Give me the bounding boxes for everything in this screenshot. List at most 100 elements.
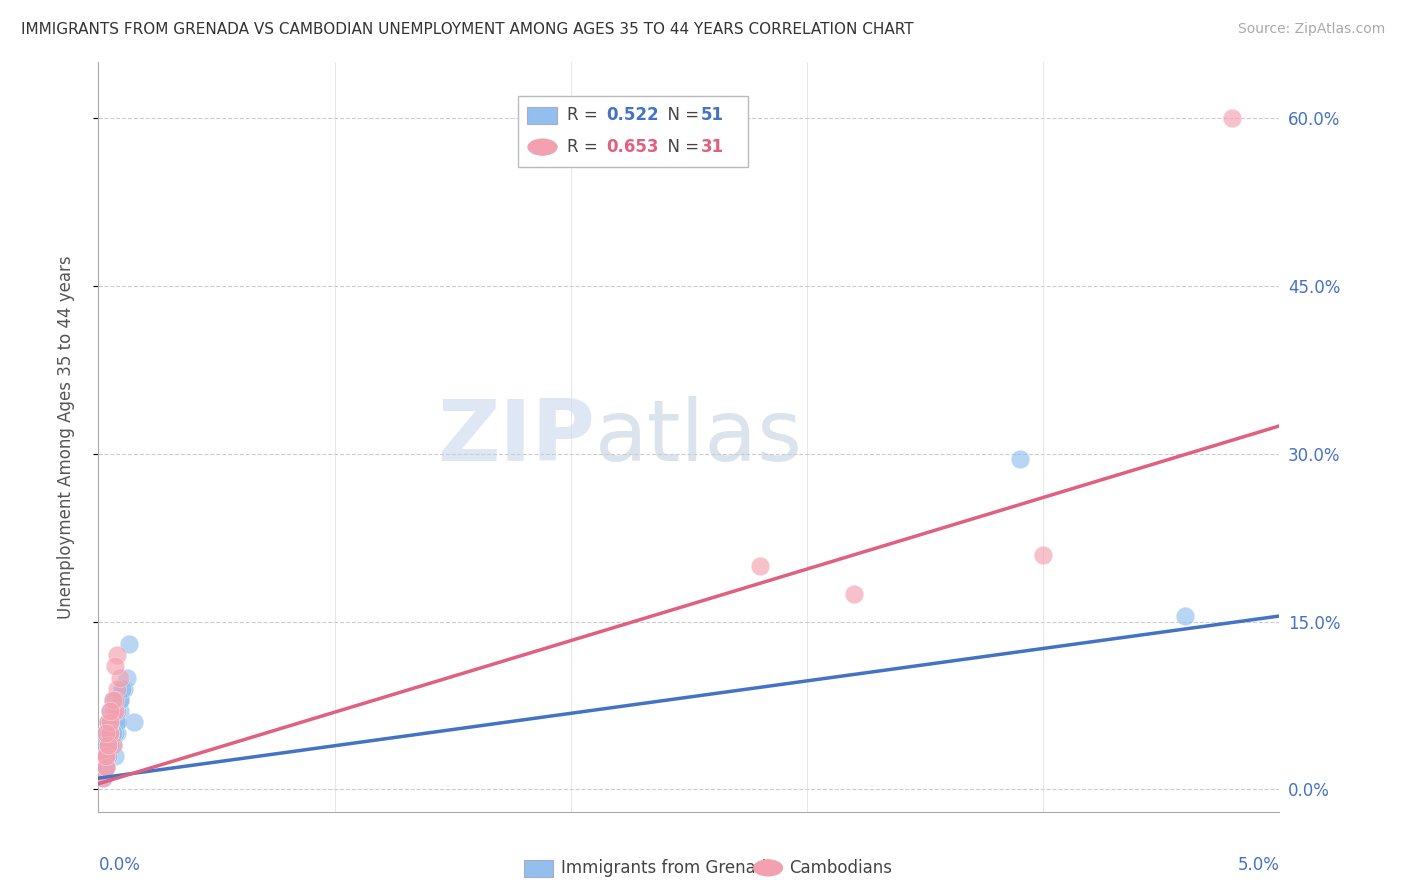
Point bbox=[105, 715, 128, 730]
Point bbox=[97, 738, 120, 752]
Point bbox=[91, 771, 114, 785]
Point bbox=[111, 681, 134, 696]
Point bbox=[1008, 452, 1031, 467]
Text: ZIP: ZIP bbox=[437, 395, 595, 479]
Point bbox=[101, 704, 124, 718]
Point bbox=[748, 558, 770, 573]
Point bbox=[98, 715, 121, 730]
Point bbox=[98, 726, 121, 740]
Y-axis label: Unemployment Among Ages 35 to 44 years: Unemployment Among Ages 35 to 44 years bbox=[56, 255, 75, 619]
Point bbox=[104, 715, 127, 730]
Point bbox=[104, 704, 127, 718]
Point bbox=[105, 704, 128, 718]
Point bbox=[98, 726, 121, 740]
Point bbox=[97, 738, 120, 752]
Point bbox=[118, 637, 141, 651]
Point bbox=[104, 659, 127, 673]
Text: atlas: atlas bbox=[595, 395, 803, 479]
Point bbox=[111, 681, 134, 696]
Text: 31: 31 bbox=[700, 138, 724, 156]
Point bbox=[112, 681, 135, 696]
Point bbox=[94, 760, 117, 774]
Ellipse shape bbox=[754, 860, 783, 876]
Point bbox=[105, 726, 128, 740]
Point bbox=[101, 738, 124, 752]
Point bbox=[97, 748, 120, 763]
Point bbox=[108, 671, 131, 685]
Text: 51: 51 bbox=[700, 106, 724, 124]
Point bbox=[94, 738, 117, 752]
Point bbox=[101, 726, 124, 740]
Point bbox=[101, 704, 124, 718]
FancyBboxPatch shape bbox=[523, 861, 553, 877]
Point bbox=[94, 760, 117, 774]
Point bbox=[97, 738, 120, 752]
Point bbox=[94, 760, 117, 774]
Point bbox=[104, 693, 127, 707]
Text: Cambodians: Cambodians bbox=[789, 859, 893, 877]
Point bbox=[104, 748, 127, 763]
Point bbox=[98, 704, 121, 718]
Point bbox=[122, 715, 145, 730]
Text: 0.522: 0.522 bbox=[606, 106, 659, 124]
Point bbox=[97, 748, 120, 763]
Point bbox=[97, 748, 120, 763]
Point bbox=[94, 748, 117, 763]
Point bbox=[101, 693, 124, 707]
Point bbox=[98, 715, 121, 730]
Point bbox=[97, 715, 120, 730]
Point bbox=[104, 726, 127, 740]
Point bbox=[1220, 112, 1243, 126]
Point bbox=[91, 771, 114, 785]
Point bbox=[101, 726, 124, 740]
Ellipse shape bbox=[527, 139, 557, 155]
Point bbox=[105, 715, 128, 730]
Text: R =: R = bbox=[567, 138, 603, 156]
Point bbox=[97, 715, 120, 730]
Point bbox=[108, 693, 131, 707]
Point bbox=[97, 715, 120, 730]
Text: R =: R = bbox=[567, 106, 603, 124]
Point bbox=[98, 738, 121, 752]
Point bbox=[101, 726, 124, 740]
Text: 0.653: 0.653 bbox=[606, 138, 659, 156]
Point bbox=[97, 748, 120, 763]
Point bbox=[94, 726, 117, 740]
Point bbox=[94, 738, 117, 752]
Point bbox=[105, 681, 128, 696]
FancyBboxPatch shape bbox=[527, 107, 557, 124]
Point bbox=[1174, 609, 1197, 624]
Point bbox=[101, 693, 124, 707]
Point bbox=[97, 748, 120, 763]
Text: Immigrants from Grenada: Immigrants from Grenada bbox=[561, 859, 776, 877]
Point bbox=[94, 748, 117, 763]
Point bbox=[98, 726, 121, 740]
FancyBboxPatch shape bbox=[517, 96, 748, 168]
Point bbox=[101, 704, 124, 718]
Point bbox=[94, 726, 117, 740]
Point bbox=[98, 726, 121, 740]
Point bbox=[101, 738, 124, 752]
Point bbox=[94, 760, 117, 774]
Point bbox=[105, 648, 128, 662]
Text: Source: ZipAtlas.com: Source: ZipAtlas.com bbox=[1237, 22, 1385, 37]
Point bbox=[94, 760, 117, 774]
Point bbox=[98, 704, 121, 718]
Point bbox=[98, 715, 121, 730]
Point bbox=[97, 738, 120, 752]
Point bbox=[108, 704, 131, 718]
Point bbox=[844, 587, 866, 601]
Point bbox=[104, 704, 127, 718]
Point bbox=[98, 738, 121, 752]
Point bbox=[115, 671, 138, 685]
Point bbox=[98, 738, 121, 752]
Point bbox=[104, 726, 127, 740]
Text: N =: N = bbox=[657, 138, 704, 156]
Point bbox=[105, 715, 128, 730]
Point bbox=[108, 693, 131, 707]
Point bbox=[98, 738, 121, 752]
Point bbox=[98, 715, 121, 730]
Text: 0.0%: 0.0% bbox=[98, 856, 141, 874]
Text: N =: N = bbox=[657, 106, 704, 124]
Point bbox=[94, 748, 117, 763]
